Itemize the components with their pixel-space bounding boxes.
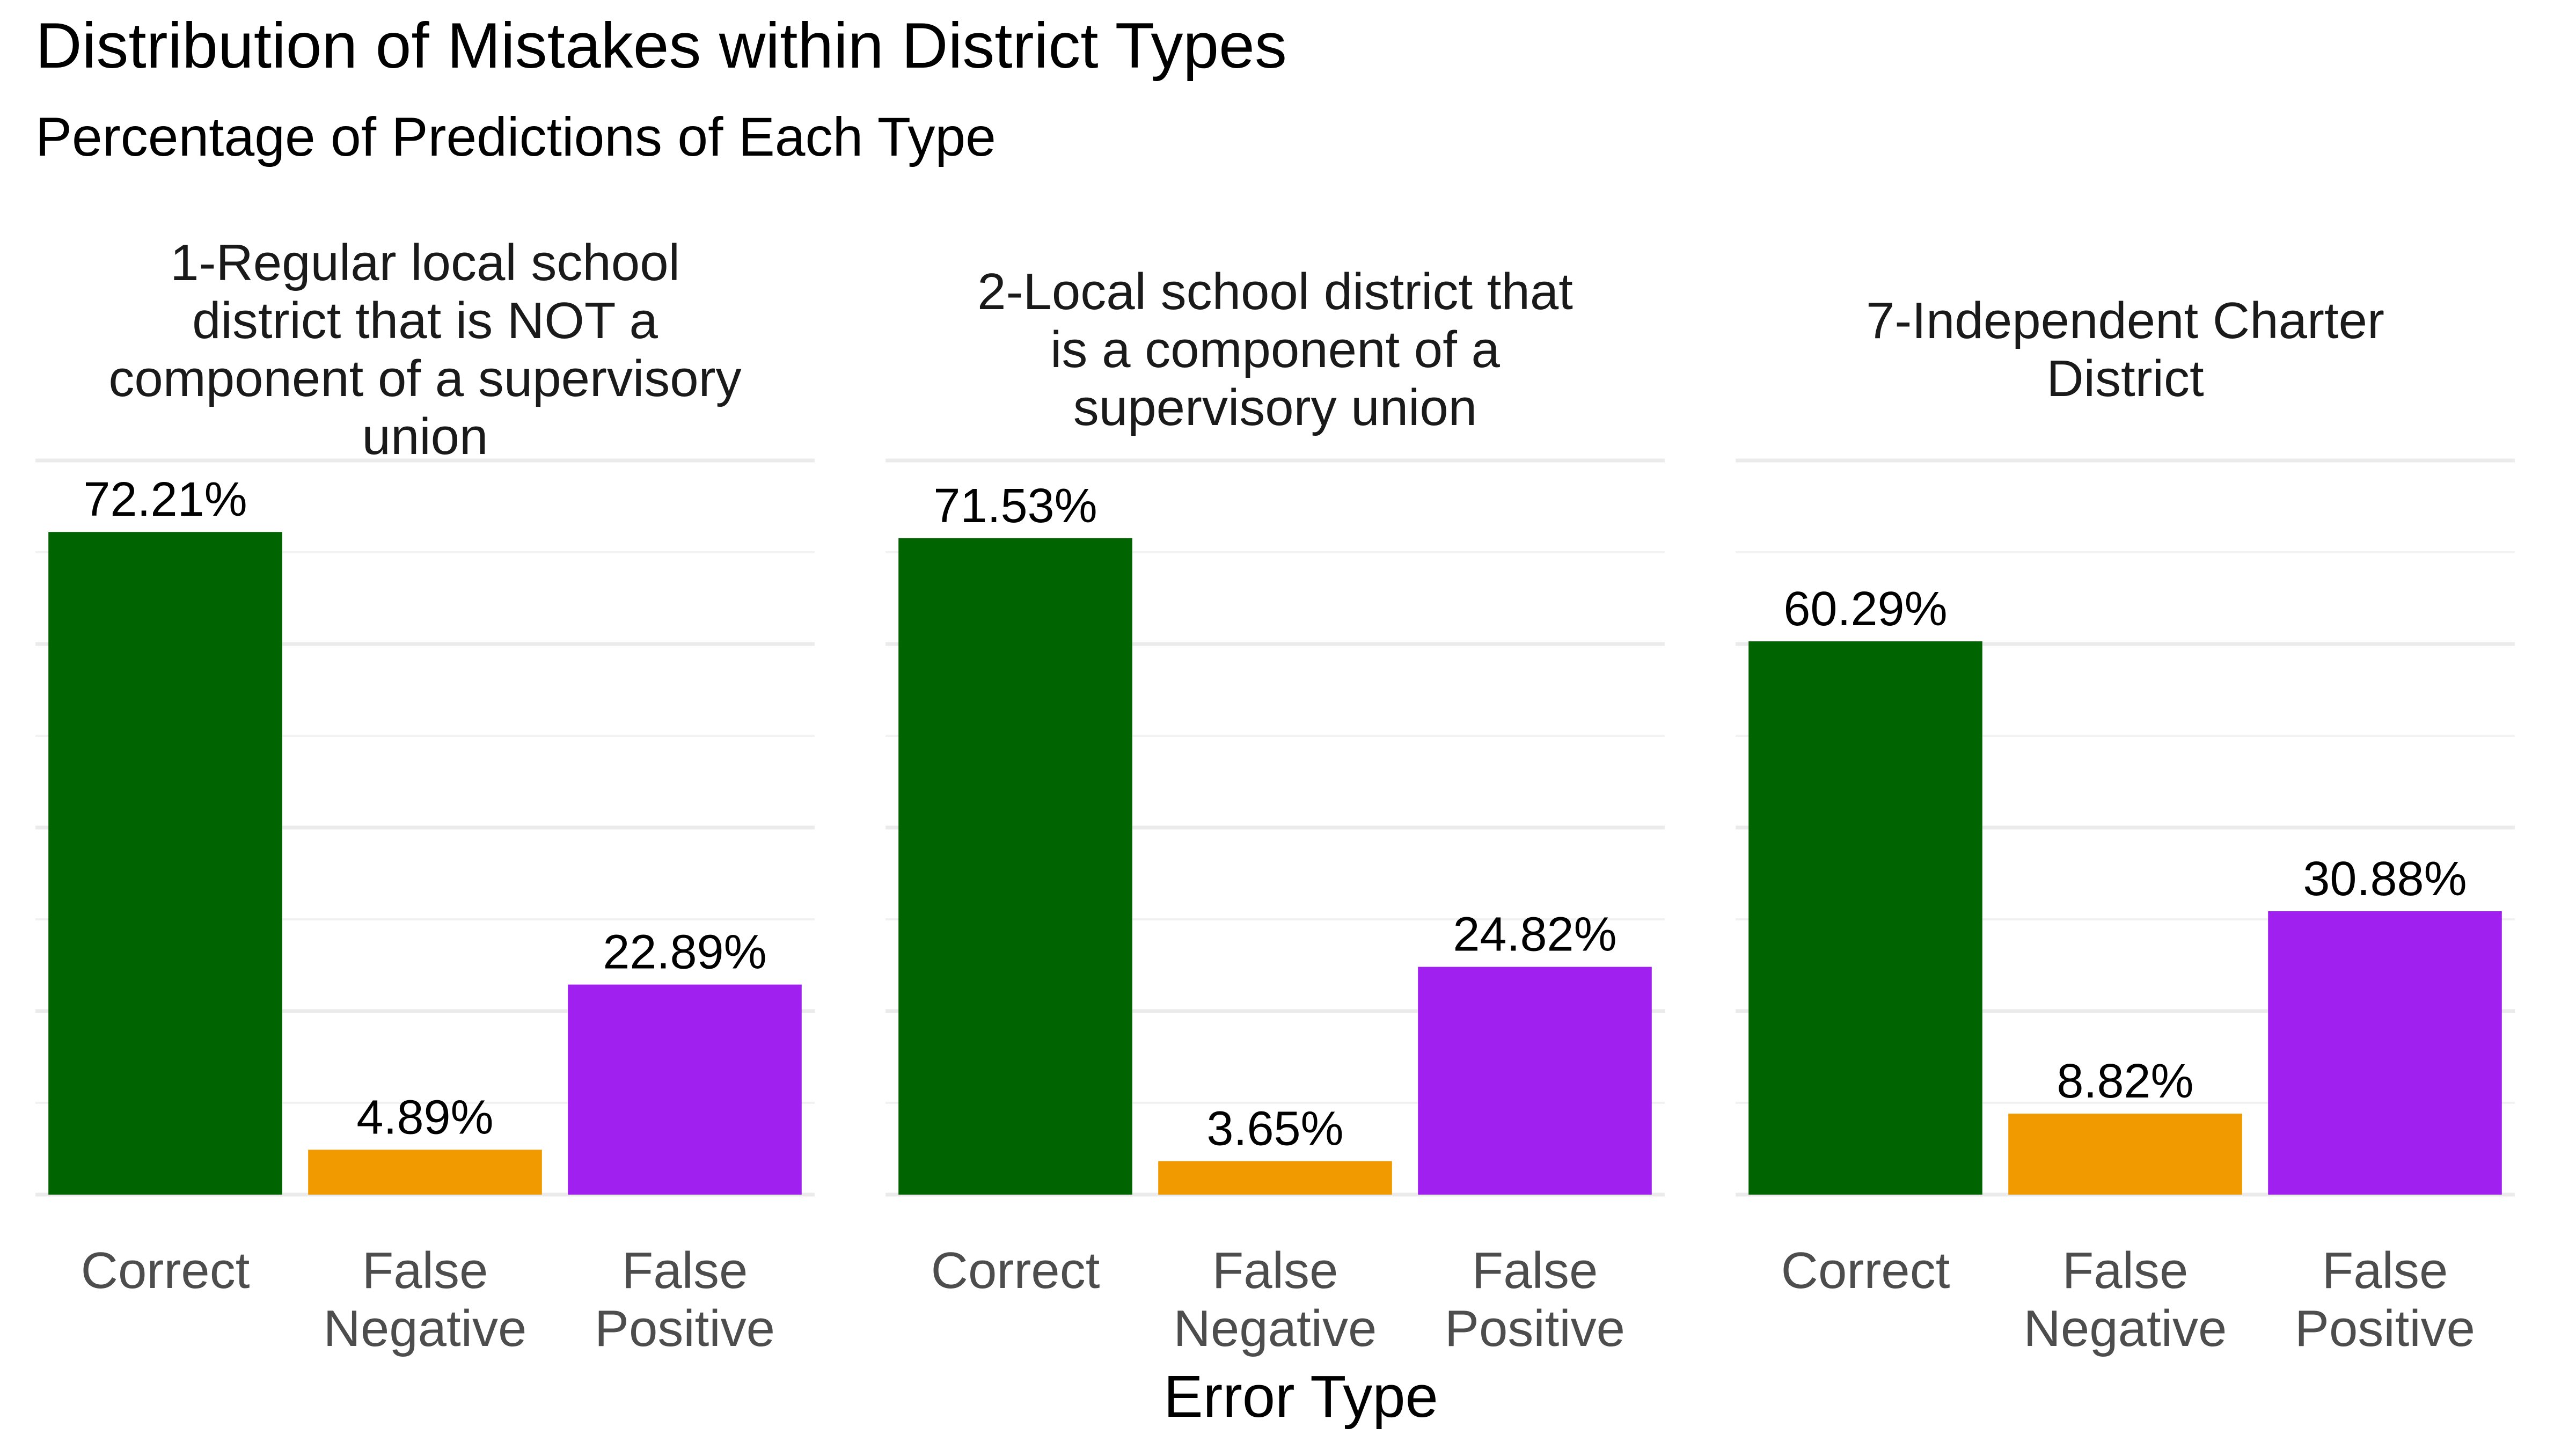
x-tick-label: False Positive [2295,1242,2475,1357]
chart-title: Distribution of Mistakes within District… [35,10,1287,82]
data-label-3-2: 8.82% [2057,1055,2193,1108]
data-label-3-3: 30.88% [2303,852,2467,906]
bar-2-1 [898,538,1132,1195]
facet-title-1: 1-Regular local school district that is N… [108,234,741,465]
data-label-2-1: 71.53% [933,479,1097,533]
x-tick-label: False Positive [1445,1242,1625,1357]
data-label-3-1: 60.29% [1783,582,1947,636]
facet-panel-3: 7-Independent Charter District 60.29% Corre… [1736,292,2515,1357]
x-tick-label-line: Correct [81,1242,250,1299]
facet-title-line: 1-Regular local school [170,234,680,291]
x-tick-label: Correct [1781,1242,1950,1299]
data-label-1-3: 22.89% [603,926,766,979]
facet-title-line: is a component of a [1050,321,1500,378]
chart-subtitle: Percentage of Predictions of Each Type [35,106,996,167]
facet-title-line: 7-Independent Charter [1866,292,2384,349]
facet-title-line: district that is NOT a [192,292,658,349]
x-tick-label: Correct [81,1242,250,1299]
x-tick-label-line: Negative [2024,1300,2227,1357]
x-tick-label-line: False [622,1242,748,1299]
x-tick-label-line: Correct [1781,1242,1950,1299]
x-tick-label-line: Correct [931,1242,1100,1299]
data-label-1-1: 72.21% [83,473,247,526]
x-tick-label: False Negative [324,1242,527,1357]
facet-title-line: supervisory union [1073,379,1477,436]
x-tick-label-line: Negative [1174,1300,1377,1357]
facet-panel-1: 1-Regular local school district that is N… [35,234,815,1357]
bar-1-3 [568,984,802,1195]
bar-3-3 [2268,911,2502,1195]
bar-1-1 [48,532,282,1195]
facet-title-line: union [362,408,488,465]
bar-2-2 [1158,1161,1392,1195]
x-tick-label-line: False [2062,1242,2189,1299]
x-tick-label-line: Positive [595,1300,775,1357]
facet-title-line: 2-Local school district that [977,263,1573,320]
x-tick-label-line: Positive [2295,1300,2475,1357]
facet-title-2: 2-Local school district that is a compone… [977,263,1573,436]
bar-3-2 [2008,1114,2242,1195]
x-tick-label: False Negative [1174,1242,1377,1357]
x-axis-title: Error Type [1163,1364,1438,1430]
bar-2-3 [1418,967,1652,1195]
bar-1-2 [308,1150,542,1195]
facet-title-3: 7-Independent Charter District [1866,292,2384,407]
x-tick-label-line: False [362,1242,488,1299]
x-tick-label: Correct [931,1242,1100,1299]
x-tick-label-line: False [2322,1242,2448,1299]
facet-title-line: District [2046,350,2204,407]
x-tick-label-line: Positive [1445,1300,1625,1357]
data-label-1-2: 4.89% [356,1091,493,1144]
x-tick-label: False Negative [2024,1242,2227,1357]
x-tick-label-line: Negative [324,1300,527,1357]
x-tick-label-line: False [1212,1242,1338,1299]
facet-panel-2: 2-Local school district that is a compone… [885,263,1665,1357]
x-tick-label: False Positive [595,1242,775,1357]
data-label-2-2: 3.65% [1206,1102,1343,1156]
x-tick-label-line: False [1472,1242,1598,1299]
facet-panels: 1-Regular local school district that is N… [35,234,2515,1357]
data-label-2-3: 24.82% [1453,908,1616,962]
bar-3-1 [1748,641,1982,1195]
facet-title-line: component of a supervisory [108,350,741,407]
